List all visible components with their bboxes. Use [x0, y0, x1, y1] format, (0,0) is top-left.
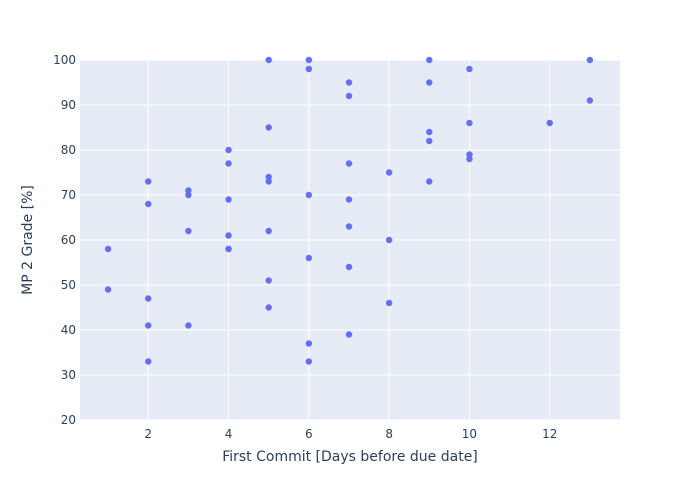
data-point	[345, 223, 353, 230]
data-point	[265, 173, 272, 181]
grid-lines	[80, 59, 620, 421]
data-point	[345, 92, 353, 100]
data-point	[185, 227, 192, 235]
data-point	[385, 169, 393, 176]
data-point	[305, 56, 313, 64]
data-point	[305, 191, 313, 199]
data-point	[426, 79, 433, 86]
data-point	[265, 277, 272, 284]
data-point	[385, 299, 393, 307]
data-point	[225, 196, 232, 203]
data-point	[265, 227, 272, 235]
data-point	[104, 286, 112, 293]
data-point	[345, 160, 353, 167]
data-point	[345, 79, 353, 86]
data-point	[145, 322, 152, 329]
data-point	[265, 124, 272, 131]
data-point	[586, 56, 594, 64]
data-point	[145, 295, 152, 302]
x-tick-label: 2	[144, 427, 152, 441]
data-point	[305, 340, 313, 347]
y-tick-label: 50	[61, 278, 76, 292]
y-tick-label: 20	[61, 413, 76, 427]
data-point	[225, 232, 232, 239]
x-axis-label: First Commit [Days before due date]	[222, 449, 478, 465]
y-tick-label: 60	[61, 233, 76, 247]
data-point	[265, 304, 272, 311]
data-point	[305, 65, 313, 73]
x-tick-label: 8	[385, 427, 393, 441]
data-point	[305, 254, 313, 262]
data-point	[546, 119, 553, 127]
data-point	[265, 178, 272, 185]
data-point	[345, 263, 353, 271]
y-tick-label: 80	[61, 143, 76, 157]
data-point	[466, 155, 473, 163]
data-point	[426, 178, 433, 185]
x-tick-label: 6	[305, 427, 313, 441]
data-point	[466, 65, 473, 73]
y-tick-label: 90	[61, 98, 76, 112]
y-tick-labels: 20 30 40 50 60 70 80 90 100	[53, 53, 76, 427]
x-tick-label: 10	[462, 427, 477, 441]
y-tick-label: 70	[61, 188, 76, 202]
data-point	[185, 191, 192, 199]
x-tick-label: 4	[225, 427, 233, 441]
data-point	[185, 187, 192, 194]
data-point	[466, 119, 473, 127]
data-point	[426, 56, 433, 64]
data-point	[145, 200, 152, 208]
data-point	[345, 196, 353, 203]
data-point	[265, 56, 272, 64]
data-point	[466, 151, 473, 158]
data-point	[426, 128, 433, 136]
data-point	[145, 178, 152, 185]
data-point	[385, 236, 393, 244]
y-tick-label: 30	[61, 368, 76, 382]
y-tick-label: 40	[61, 323, 76, 337]
data-point	[225, 245, 232, 253]
data-point	[305, 358, 313, 365]
y-tick-label: 100	[53, 53, 76, 67]
y-axis-label: MP 2 Grade [%]	[20, 185, 36, 295]
data-point	[145, 358, 152, 365]
data-point	[104, 245, 112, 253]
data-point	[586, 97, 594, 104]
data-point	[345, 331, 353, 338]
data-point	[225, 146, 232, 154]
x-tick-label: 12	[542, 427, 557, 441]
x-tick-labels: 2 4 6 8 10 12	[144, 427, 557, 441]
data-point	[426, 137, 433, 145]
data-points	[104, 56, 594, 365]
data-point	[185, 322, 192, 329]
data-point	[225, 160, 232, 167]
